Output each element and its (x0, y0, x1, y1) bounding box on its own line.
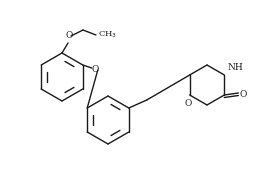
Text: CH$_3$: CH$_3$ (98, 30, 117, 40)
Text: O: O (91, 65, 98, 74)
Text: O: O (240, 89, 247, 98)
Text: O: O (185, 99, 192, 108)
Text: O: O (65, 31, 73, 40)
Text: NH: NH (227, 63, 243, 72)
